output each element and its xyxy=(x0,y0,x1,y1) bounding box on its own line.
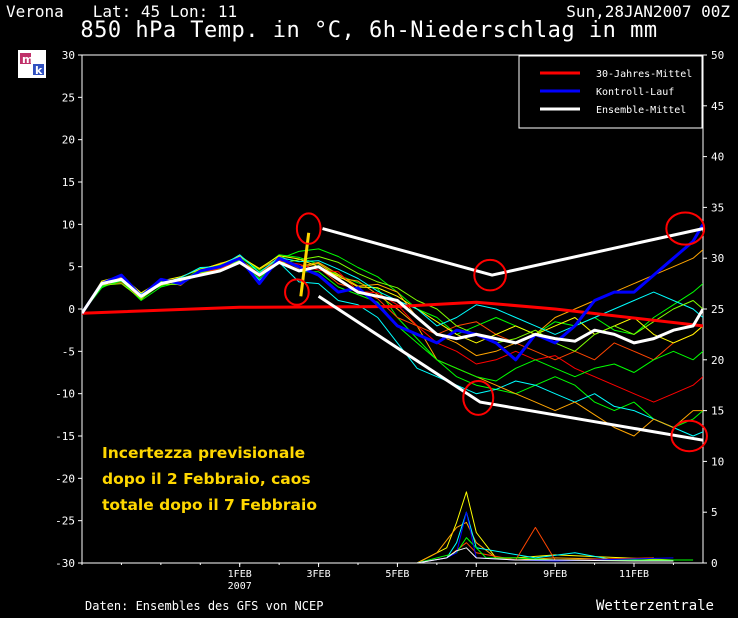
legend-label: Ensemble-Mittel xyxy=(596,105,686,116)
highlight-circle xyxy=(473,258,507,292)
location-label: Verona Lat: 45 Lon: 11 xyxy=(6,2,238,21)
y-left-tick-label: 15 xyxy=(62,176,75,189)
y-right-tick-label: 25 xyxy=(711,303,724,316)
ensemble-member-line xyxy=(82,260,703,437)
series-line xyxy=(82,300,703,328)
y-left-tick-label: 5 xyxy=(68,261,75,274)
x-tick-label: 7FEB xyxy=(464,569,488,580)
precip-member-line xyxy=(417,547,674,563)
x-tick-label: 3FEB xyxy=(307,569,331,580)
trend-overlay-line xyxy=(322,227,704,277)
forecast-annotation: Incertezza previsionale dopo il 2 Febbra… xyxy=(102,440,362,518)
highlight-circle xyxy=(670,419,708,453)
legend-label: 30-Jahres-Mittel xyxy=(596,69,692,80)
y-right-tick-label: 40 xyxy=(711,151,724,164)
highlight-circle xyxy=(284,278,310,306)
series-line xyxy=(82,223,703,362)
y-right-tick-label: 5 xyxy=(711,506,718,519)
data-source-label: Daten: Ensembles des GFS von NCEP xyxy=(85,599,324,613)
legend: 30-Jahres-Mittel Kontroll-Lauf Ensemble-Mi… xyxy=(518,55,703,129)
y-right-tick-label: 15 xyxy=(711,405,724,418)
x-tick-label: 11FEB xyxy=(619,569,649,580)
y-left-tick-label: -20 xyxy=(55,472,75,485)
brand-label: Wetterzentrale xyxy=(595,598,714,614)
legend-label: Kontroll-Lauf xyxy=(596,87,674,98)
precip-member-line xyxy=(416,521,674,563)
y-left-tick-label: 0 xyxy=(68,303,75,316)
highlight-circle xyxy=(295,212,322,245)
y-right-tick-label: 45 xyxy=(711,100,724,113)
y-left-tick-label: 10 xyxy=(62,218,75,231)
svg-text:m: m xyxy=(22,53,33,66)
annotation-line: dopo il 2 Febbraio, caos xyxy=(102,470,311,488)
y-left-tick-label: -25 xyxy=(55,515,75,528)
y-right-tick-label: 0 xyxy=(711,557,718,570)
y-right-tick-label: 35 xyxy=(711,201,724,214)
y-right-tick-label: 30 xyxy=(711,252,724,265)
chart-title: 850 hPa Temp. in °C, 6h-Niederschlag in … xyxy=(80,18,658,43)
x-tick-label: 1FEB xyxy=(228,569,252,580)
y-left-tick-label: 20 xyxy=(62,134,75,147)
x-tick-label: 5FEB xyxy=(385,569,409,580)
y-left-tick-label: -5 xyxy=(62,345,75,358)
svg-text:k: k xyxy=(35,64,43,77)
x-tick-label: 9FEB xyxy=(543,569,567,580)
y-left-tick-label: 25 xyxy=(62,91,75,104)
trend-overlay-line xyxy=(317,295,704,442)
plot-area xyxy=(82,223,703,563)
y-right-tick-label: 10 xyxy=(711,455,724,468)
run-date-label: Sun,28JAN2007 00Z xyxy=(566,2,730,21)
annotation-line: Incertezza previsionale xyxy=(102,444,306,462)
x-tick-sublabel: 2007 xyxy=(228,581,252,592)
y-left-tick-label: -30 xyxy=(55,557,75,570)
annotation-line: totale dopo il 7 Febbraio xyxy=(102,496,317,514)
y-left-tick-label: -10 xyxy=(55,388,75,401)
series-line xyxy=(82,260,703,345)
wetterzentrale-logo: m k xyxy=(18,50,46,78)
y-left-tick-label: -15 xyxy=(55,430,75,443)
y-left-tick-label: 30 xyxy=(62,49,75,62)
ensemble-member-line xyxy=(82,249,703,357)
highlight-circle xyxy=(462,379,495,416)
highlight-circle xyxy=(665,211,706,246)
precip-member-line xyxy=(416,491,674,563)
y-right-tick-label: 20 xyxy=(711,354,724,367)
y-right-tick-label: 50 xyxy=(711,49,724,62)
